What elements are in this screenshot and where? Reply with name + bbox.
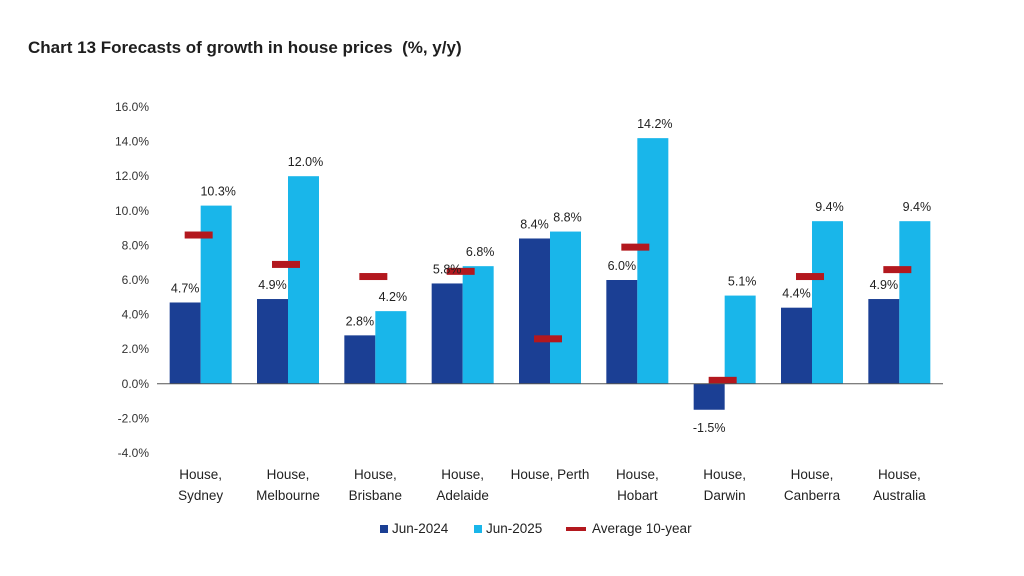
data-label-jun-2025: 12.0% [288, 155, 323, 169]
data-label-jun-2024: 5.8% [433, 262, 462, 276]
legend-swatch-average-10-year [566, 527, 586, 531]
y-tick-label: -4.0% [118, 446, 150, 460]
y-tick-label: 10.0% [115, 204, 149, 218]
bar-jun-2025 [288, 176, 319, 384]
y-tick-label: 6.0% [122, 273, 150, 287]
bar-jun-2024 [431, 283, 463, 384]
category-label: House, [878, 467, 921, 482]
category-label: Adelaide [436, 488, 489, 503]
data-label-jun-2024: -1.5% [693, 421, 726, 435]
data-label-jun-2025: 5.1% [728, 275, 757, 289]
category-label: House, [791, 467, 834, 482]
data-label-jun-2025: 6.8% [466, 245, 495, 259]
data-label-jun-2025: 14.2% [637, 117, 672, 131]
average-10-year-marker [534, 335, 562, 343]
data-label-jun-2024: 4.4% [782, 287, 811, 301]
data-label-jun-2024: 4.7% [171, 281, 200, 295]
average-10-year-marker [708, 376, 737, 384]
category-label: Australia [873, 488, 926, 503]
legend-swatch-jun-2025 [474, 525, 482, 533]
average-10-year-marker [272, 260, 300, 268]
category-label: Melbourne [256, 488, 320, 503]
data-label-jun-2025: 10.3% [200, 185, 235, 199]
category-label: House, Perth [511, 467, 590, 482]
bar-jun-2025 [637, 138, 669, 384]
bar-jun-2025 [550, 231, 581, 384]
category-label: House, [179, 467, 222, 482]
average-10-year-marker [446, 267, 475, 275]
average-10-year-marker [883, 266, 912, 274]
chart-title: Chart 13 Forecasts of growth in house pr… [28, 38, 462, 57]
average-10-year-marker [359, 273, 388, 281]
y-tick-label: 4.0% [122, 308, 150, 322]
bar-jun-2025 [812, 221, 843, 384]
category-labels: House, Sydney House, Melbourne House, Brisban… [178, 467, 926, 503]
category-label: House, [441, 467, 484, 482]
category-label: Darwin [704, 488, 746, 503]
category-label: Hobart [617, 488, 658, 503]
bar-jun-2025 [899, 221, 931, 384]
data-label-jun-2024: 4.9% [870, 278, 899, 292]
data-label-jun-2024: 4.9% [258, 278, 287, 292]
y-tick-label: -2.0% [118, 411, 150, 425]
data-label-jun-2025: 9.4% [815, 200, 844, 214]
category-label: Canberra [784, 488, 841, 503]
y-tick-label: 14.0% [115, 135, 149, 149]
bars [169, 138, 931, 410]
data-label-jun-2025: 4.2% [379, 290, 408, 304]
legend-label-average-10-year: Average 10-year [592, 521, 692, 536]
data-labels: 4.7% 10.3% 4.9% 12.0% 2.8% 4.2% 5.8% 6.8% 8.4% 8.… [171, 117, 931, 435]
bar-jun-2024 [781, 307, 812, 384]
average-10-year-marker [796, 273, 824, 281]
bar-jun-2024 [257, 299, 288, 384]
data-label-jun-2025: 9.4% [903, 200, 932, 214]
y-tick-label: 8.0% [122, 238, 150, 252]
bar-jun-2024 [344, 335, 376, 384]
data-label-jun-2024: 8.4% [520, 217, 549, 231]
legend: Jun-2024 Jun-2025 Average 10-year [380, 521, 692, 536]
y-tick-label: 16.0% [115, 100, 149, 114]
category-label: House, [354, 467, 397, 482]
average-10-year-marker [184, 231, 213, 239]
bar-jun-2024 [169, 302, 201, 384]
bar-jun-2024 [519, 238, 550, 384]
y-tick-label: 0.0% [122, 377, 150, 391]
data-label-jun-2024: 2.8% [346, 314, 375, 328]
category-label: Sydney [178, 488, 223, 503]
y-tick-label: 12.0% [115, 169, 149, 183]
category-label: House, [616, 467, 659, 482]
y-axis: 16.0% 14.0% 12.0% 10.0% 8.0% 6.0% 4.0% 2.0% 0.0%… [115, 100, 149, 460]
data-label-jun-2024: 6.0% [608, 259, 637, 273]
average-markers [184, 231, 912, 384]
bar-jun-2024 [868, 299, 900, 384]
legend-label-jun-2024: Jun-2024 [392, 521, 449, 536]
legend-swatch-jun-2024 [380, 525, 388, 533]
category-label: House, [703, 467, 746, 482]
bar-jun-2025 [462, 266, 494, 384]
bar-jun-2025 [724, 295, 756, 384]
average-10-year-marker [621, 243, 650, 251]
y-tick-label: 2.0% [122, 342, 150, 356]
bar-jun-2024 [606, 280, 638, 384]
bar-jun-2025 [375, 311, 407, 384]
data-label-jun-2025: 8.8% [553, 211, 582, 225]
legend-label-jun-2025: Jun-2025 [486, 521, 542, 536]
category-label: Brisbane [349, 488, 402, 503]
category-label: House, [267, 467, 310, 482]
bar-jun-2024 [693, 383, 725, 410]
